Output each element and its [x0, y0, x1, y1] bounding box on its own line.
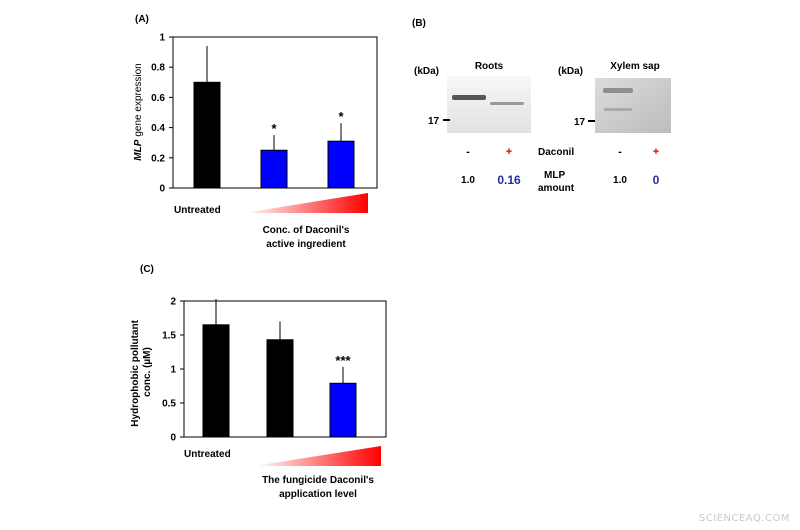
chart-a-ytick-label: 0.4: [151, 123, 165, 134]
chart-c-bar: [202, 324, 230, 438]
chart-a-bar: [260, 149, 288, 189]
daconil-label: Daconil: [538, 147, 574, 158]
chart-a-ylabel: MLPgene expression: [133, 63, 144, 161]
watermark: SCIENCEAQ.COM: [698, 513, 790, 524]
chart-a-gradient-caption-line2: active ingredient: [266, 239, 346, 250]
chart-c-ylabel-line1: Hydrophobic pollutant: [130, 319, 141, 426]
roots-title: Roots: [475, 61, 504, 72]
panel-b-label: (B): [412, 18, 426, 29]
chart-a-untreated-label: Untreated: [174, 205, 221, 216]
roots-band-untreated: [452, 95, 486, 100]
roots-value-untreated: 1.0: [461, 175, 475, 186]
xylem-minus-sign: -: [618, 146, 622, 158]
chart-c: 0 0.5 1 1.5 2 ***: [162, 297, 387, 444]
chart-c-gradient-caption-line2: application level: [279, 489, 357, 500]
chart-a-gradient-caption-line1: Conc. of Daconil's: [263, 225, 350, 236]
chart-a-bar: [327, 140, 355, 189]
chart-c-significance-mark: ***: [335, 353, 351, 368]
chart-c-untreated-label: Untreated: [184, 449, 231, 460]
xylem-marker-label: 17: [574, 117, 586, 128]
xylem-value-daconil: 0: [653, 173, 660, 187]
xylem-kda-label: (kDa): [558, 66, 583, 77]
roots-value-daconil: 0.16: [497, 173, 521, 187]
chart-c-ytick-label: 1.5: [162, 331, 176, 342]
chart-a-gradient-wedge: [244, 193, 368, 213]
chart-c-gradient-wedge: [254, 446, 381, 466]
chart-c-bar: [329, 382, 357, 438]
chart-c-bar: [266, 339, 294, 438]
chart-a-bar: [193, 81, 221, 189]
chart-c-ytick-label: 0.5: [162, 399, 176, 410]
xylem-plus-sign: +: [653, 146, 659, 158]
chart-c-ylabel-line2: conc. (µM): [142, 347, 153, 397]
chart-a-ytick-label: 0.2: [151, 153, 165, 164]
chart-a-significance-mark: *: [271, 121, 277, 136]
chart-c-ytick-label: 2: [170, 297, 176, 308]
roots-marker-label: 17: [428, 116, 440, 127]
roots-minus-sign: -: [466, 146, 470, 158]
xylem-title: Xylem sap: [610, 61, 659, 72]
mlp-amount-label-line1: MLP: [544, 170, 565, 181]
chart-c-gradient-caption-line1: The fungicide Daconil's: [262, 475, 374, 486]
roots-plus-sign: +: [506, 146, 512, 158]
chart-c-ytick-label: 0: [170, 433, 176, 444]
panel-c-label: (C): [140, 264, 154, 275]
mlp-amount-label-line2: amount: [538, 183, 575, 194]
chart-c-ytick-label: 1: [170, 365, 176, 376]
chart-a-ytick-label: 0.8: [151, 63, 165, 74]
xylem-gel: [595, 78, 671, 133]
chart-a-significance-mark: *: [338, 109, 344, 124]
xylem-value-untreated: 1.0: [613, 175, 627, 186]
xylem-band-untreated-upper: [603, 88, 633, 93]
xylem-band-untreated-lower: [604, 108, 632, 111]
roots-kda-label: (kDa): [414, 66, 439, 77]
chart-a-ytick-label: 0: [159, 184, 165, 195]
chart-c-ylabel: Hydrophobic pollutant conc. (µM): [130, 317, 153, 426]
chart-a-ytick-label: 0.6: [151, 93, 165, 104]
chart-a: 0 0.2 0.4 0.6 0.8 1 * *: [151, 33, 378, 195]
roots-band-daconil: [490, 102, 524, 105]
chart-a-ytick-label: 1: [159, 33, 165, 44]
panel-a-label: (A): [135, 14, 149, 25]
